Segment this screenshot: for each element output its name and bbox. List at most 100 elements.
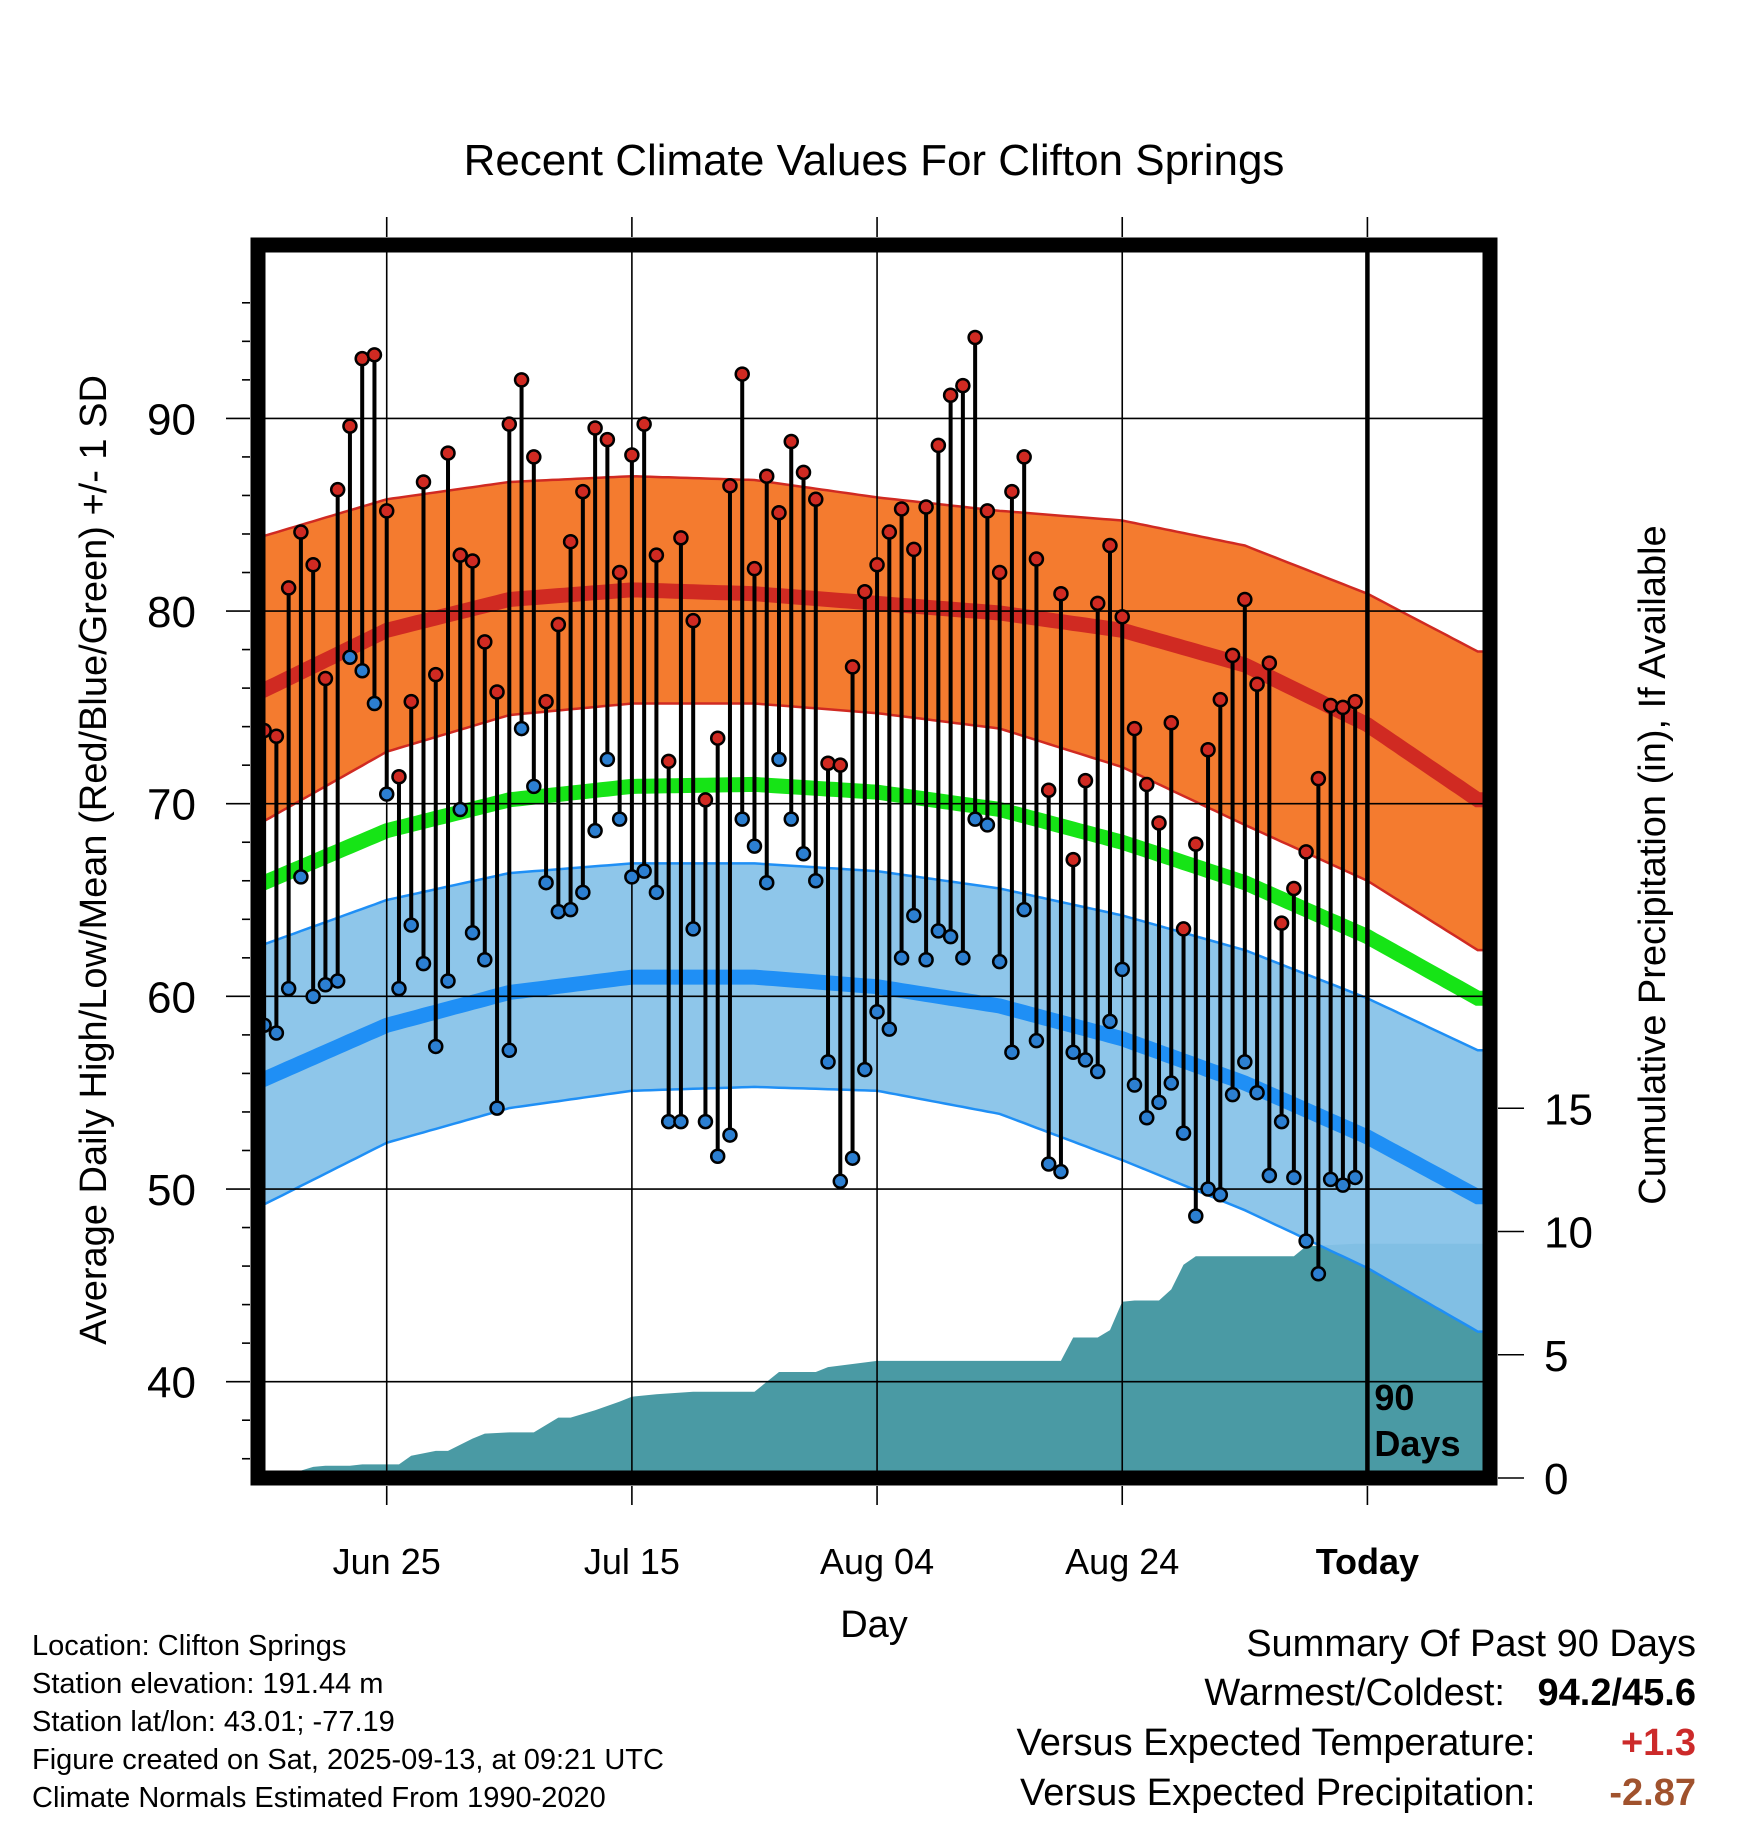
daily-low-point [709, 1148, 726, 1165]
normal-low-line [258, 969, 1490, 1205]
daily-high-point [636, 416, 652, 432]
x-axis-label: Day [840, 1604, 908, 1646]
daily-high-point [1126, 720, 1143, 737]
y2-axis-label: Cumulative Precipitation (in), If Availa… [1632, 525, 1674, 1204]
daily-high-point [329, 481, 346, 498]
daily-low-point [354, 663, 370, 679]
daily-low-point [771, 751, 787, 768]
precip-label: Versus Expected Precipitation: [1020, 1772, 1536, 1814]
daily-low-point [893, 950, 910, 966]
daily-low-point [734, 811, 750, 827]
daily-high-point [832, 757, 849, 773]
daily-low-point [673, 1113, 689, 1130]
y2-tick-label: 5 [1544, 1332, 1568, 1381]
plot-area: 90 Days [258, 245, 1490, 1478]
daily-low-point [1004, 1044, 1020, 1060]
daily-high-point [795, 464, 812, 481]
daily-high-point [1151, 815, 1167, 831]
daily-high-point [477, 634, 493, 650]
info-elevation: Station elevation: 191.44 m [32, 1668, 384, 1700]
temp-label: Versus Expected Temperature: [1016, 1722, 1536, 1764]
x-tick-label: Jul 15 [584, 1541, 680, 1582]
daily-high-point [783, 433, 800, 450]
daily-low-point [1016, 901, 1032, 918]
daily-high-point [1102, 537, 1118, 554]
daily-high-point [1040, 782, 1057, 798]
daily-high-point [526, 449, 542, 465]
daily-low-point [783, 811, 800, 827]
daily-high-point [1212, 691, 1229, 708]
daily-high-point [599, 431, 616, 448]
daily-high-point [660, 753, 677, 770]
daily-low-point [1212, 1187, 1229, 1203]
daily-high-point [1175, 921, 1192, 937]
axes: 40 50 60 70 80 90 0 5 10 15 Jun 25 Jul 15 Aug 04 Aug … [147, 217, 1593, 1582]
daily-high-point [1286, 880, 1302, 897]
daily-high-point [378, 503, 395, 519]
daily-high-point [1089, 595, 1106, 612]
daily-low-point [293, 869, 309, 885]
temp-value: +1.3 [1620, 1722, 1696, 1764]
daily-high-point [440, 445, 456, 461]
y-tick-label: 80 [147, 588, 196, 637]
daily-high-point [538, 693, 554, 710]
summary-precipitation: Versus Expected Precipitation: -2.87 [1020, 1772, 1696, 1815]
warmest-coldest-label: Warmest/Coldest: [1204, 1672, 1505, 1714]
y-tick-label: 70 [147, 781, 196, 830]
daily-low-point [342, 649, 358, 666]
daily-low-point [746, 838, 763, 854]
daily-high-point [758, 468, 775, 484]
y2-tick-label: 0 [1544, 1455, 1568, 1504]
daily-low-point [685, 921, 701, 937]
daily-low-point [1286, 1169, 1302, 1186]
daily-low-point [611, 811, 628, 827]
daily-low-point [280, 980, 297, 997]
daily-high-point [771, 505, 787, 521]
daily-low-point [329, 973, 346, 989]
daily-high-point [1200, 742, 1216, 758]
daily-high-point [1224, 647, 1241, 664]
daily-low-point [795, 846, 812, 862]
daily-low-point [1114, 961, 1130, 978]
daily-low-point [808, 873, 824, 889]
daily-low-point [1102, 1013, 1118, 1030]
daily-low-point [697, 1113, 714, 1130]
daily-low-point [1053, 1163, 1069, 1180]
daily-low-point [305, 988, 321, 1005]
daily-low-point [477, 952, 493, 968]
daily-low-point [1188, 1208, 1204, 1224]
daily-high-point [1065, 851, 1081, 868]
daily-high-point [464, 553, 481, 569]
daily-low-point [538, 874, 554, 891]
y2-tick-label: 15 [1544, 1085, 1593, 1134]
y-axis-label: Average Daily High/Low/Mean (Red/Blue/Gr… [73, 375, 115, 1345]
daily-low-point [526, 778, 542, 795]
daily-high-point [1028, 551, 1045, 567]
daily-low-point [1175, 1125, 1192, 1141]
daily-low-point [1224, 1086, 1241, 1103]
daily-high-point [1053, 585, 1069, 602]
x-tick-label: Today [1316, 1541, 1419, 1582]
daily-low-point [857, 1061, 873, 1078]
daily-high-point [1273, 915, 1290, 931]
daily-low-point [513, 720, 530, 737]
daily-high-point [366, 347, 383, 363]
x-tick-label: Aug 24 [1065, 1541, 1179, 1582]
daily-low-point [452, 801, 469, 818]
daily-high-point [1310, 770, 1327, 787]
daily-low-point [906, 907, 922, 924]
high-plus-sd-line [258, 474, 1490, 653]
daily-high-point [820, 755, 836, 771]
daily-high-point [697, 792, 714, 808]
daily-low-point [378, 786, 395, 802]
daily-low-point [1261, 1167, 1278, 1184]
daily-low-point [550, 903, 567, 920]
daily-low-point [930, 923, 947, 939]
daily-high-point [489, 684, 505, 700]
y-tick-label: 40 [147, 1359, 196, 1408]
daily-high-point [550, 616, 567, 633]
daily-low-point [832, 1173, 849, 1190]
daily-low-point [918, 952, 934, 968]
daily-low-point [464, 925, 481, 941]
daily-low-point [587, 822, 603, 839]
